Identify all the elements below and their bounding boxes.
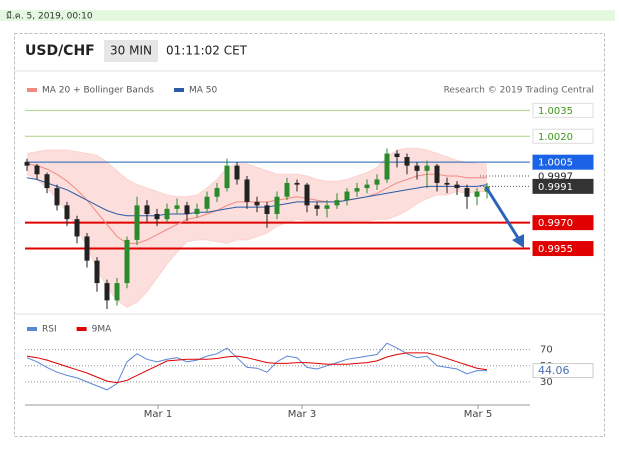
candle-body bbox=[384, 153, 390, 180]
time: 01:11:02 CET bbox=[166, 44, 248, 58]
level-label: 1.0035 bbox=[538, 106, 573, 117]
candle-body bbox=[424, 165, 430, 171]
level-label-box bbox=[532, 178, 594, 194]
candle-body bbox=[284, 182, 290, 197]
level-label: 0.9970 bbox=[538, 218, 573, 229]
candle-body bbox=[234, 165, 240, 180]
candle-body bbox=[24, 162, 30, 166]
value-label: 44.06 bbox=[538, 364, 570, 377]
candle-body bbox=[434, 165, 440, 183]
candle-body bbox=[114, 283, 120, 301]
level-label: 0.9991 bbox=[538, 182, 573, 193]
level-label: 0.9955 bbox=[538, 244, 573, 255]
legend-label: 9MA bbox=[92, 325, 112, 335]
legend-swatch bbox=[27, 327, 37, 331]
candle-body bbox=[314, 205, 320, 209]
candle-body bbox=[334, 200, 340, 206]
candle-body bbox=[344, 191, 350, 201]
forecast-arrowhead bbox=[512, 234, 524, 248]
level-label-box bbox=[532, 154, 594, 170]
level-label-box bbox=[532, 215, 594, 231]
candle-body bbox=[194, 208, 200, 214]
top-bar bbox=[0, 10, 615, 21]
candle-body bbox=[94, 260, 100, 284]
price-panel: MA 20 + Bollinger Bands MA 50 1.0035 1.0020… bbox=[24, 86, 594, 309]
x-tick-label: Mar 3 bbox=[288, 409, 316, 420]
bollinger-lower bbox=[26, 173, 487, 308]
candle-body bbox=[474, 191, 480, 197]
bollinger-band bbox=[27, 148, 487, 308]
x-tick-label: Mar 1 bbox=[144, 409, 172, 420]
candle-body bbox=[254, 201, 260, 206]
forecast-arrow bbox=[484, 186, 522, 242]
candle-body bbox=[354, 188, 360, 192]
candle-body bbox=[324, 205, 330, 209]
value-label-box bbox=[532, 363, 594, 379]
level-label: 1.0005 bbox=[538, 158, 573, 169]
candle-body bbox=[244, 179, 250, 202]
x-tick-label: Mar 5 bbox=[464, 409, 492, 420]
candle-body bbox=[124, 239, 130, 284]
level-label-box bbox=[532, 241, 594, 257]
timeframe: 30 MIN bbox=[110, 44, 152, 58]
legend-label: RSI bbox=[42, 325, 57, 335]
candle-body bbox=[414, 165, 420, 171]
candle-body bbox=[464, 188, 470, 197]
legend-label: MA 20 + Bollinger Bands bbox=[42, 86, 154, 96]
candle-body bbox=[274, 196, 280, 214]
level-label-box bbox=[532, 128, 594, 144]
candle-body bbox=[104, 283, 110, 301]
symbol: USD/CHF bbox=[25, 43, 95, 59]
candle-body bbox=[364, 184, 370, 189]
candle-body bbox=[374, 179, 380, 185]
candle-body bbox=[454, 184, 460, 189]
candle-body bbox=[214, 188, 220, 197]
level-label: 1.0020 bbox=[538, 132, 573, 143]
bollinger-upper bbox=[26, 147, 487, 198]
rsi-line bbox=[26, 352, 488, 384]
timeframe-box bbox=[104, 40, 158, 62]
candle-body bbox=[394, 153, 400, 157]
candle-body bbox=[304, 184, 310, 206]
candle-body bbox=[144, 205, 150, 214]
candle-body bbox=[264, 205, 270, 214]
candle-body bbox=[184, 205, 190, 214]
candle-body bbox=[34, 165, 40, 175]
candle-body bbox=[54, 188, 60, 206]
candle-body bbox=[84, 236, 90, 261]
candle-body bbox=[204, 196, 210, 209]
legend-swatch bbox=[76, 327, 87, 331]
candle-body bbox=[294, 182, 300, 185]
legend-swatch bbox=[174, 88, 184, 92]
y-tick-label: 70 bbox=[540, 345, 553, 356]
legend-swatch bbox=[27, 88, 37, 92]
candle-body bbox=[134, 205, 140, 240]
candle-body bbox=[444, 182, 450, 185]
level-label: 0.9997 bbox=[538, 172, 573, 183]
rsi-panel: RSI9MA30507044.06 bbox=[25, 325, 594, 391]
credit: Research © 2019 Trading Central bbox=[444, 86, 594, 96]
candle-body bbox=[44, 174, 50, 189]
candle-body bbox=[224, 165, 230, 189]
candle-body bbox=[74, 219, 80, 237]
y-tick-label: 30 bbox=[540, 377, 553, 388]
candle-body bbox=[154, 214, 160, 220]
rsi-line bbox=[26, 342, 487, 391]
candle-body bbox=[174, 205, 180, 209]
candle-body bbox=[404, 157, 410, 166]
candle-body bbox=[164, 208, 170, 220]
legend-label: MA 50 bbox=[189, 86, 218, 96]
level-label-box bbox=[532, 102, 594, 118]
top-bar-text: มี.ค. 5, 2019, 00:10 bbox=[6, 11, 93, 22]
candle-body bbox=[64, 205, 70, 220]
